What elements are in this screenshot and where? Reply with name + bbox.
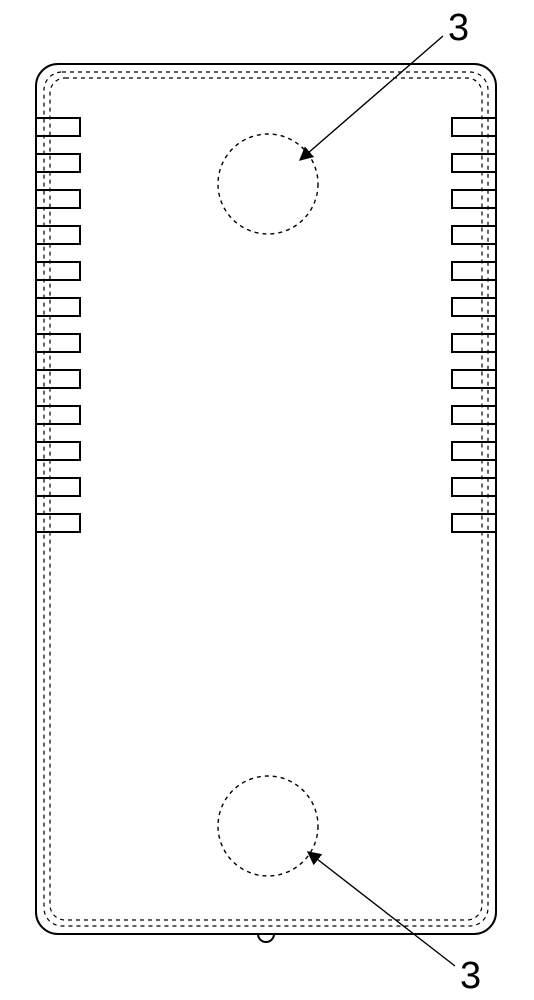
callout-label-bottom: 3 [460, 955, 481, 997]
pin-right [452, 442, 496, 460]
chip-body-inner-1 [44, 72, 488, 926]
pin-left [36, 370, 80, 388]
callout-line-top [300, 36, 443, 160]
pin-right [452, 154, 496, 172]
pin-left [36, 118, 80, 136]
pin-left [36, 478, 80, 496]
pin-right [452, 514, 496, 532]
pin-left [36, 514, 80, 532]
chip-body-inner-2 [50, 78, 482, 920]
pin-left [36, 406, 80, 424]
pin-left [36, 226, 80, 244]
notch-icon [258, 934, 274, 942]
pin-left [36, 154, 80, 172]
pin-right [452, 118, 496, 136]
callout-label-top: 3 [448, 7, 469, 49]
pin-right [452, 226, 496, 244]
pin-right [452, 334, 496, 352]
pin-right [452, 190, 496, 208]
pin-left [36, 442, 80, 460]
pin-right [452, 478, 496, 496]
pin-left [36, 334, 80, 352]
pin-right [452, 262, 496, 280]
pin-right [452, 406, 496, 424]
pin-left [36, 298, 80, 316]
callout-line-bottom [308, 852, 455, 966]
pin-right [452, 298, 496, 316]
chip-body-outer [36, 64, 496, 934]
pin-left [36, 190, 80, 208]
pin-left [36, 262, 80, 280]
feature-circle-bottom [218, 776, 318, 876]
pin-right [452, 370, 496, 388]
feature-circle-top [218, 134, 318, 234]
